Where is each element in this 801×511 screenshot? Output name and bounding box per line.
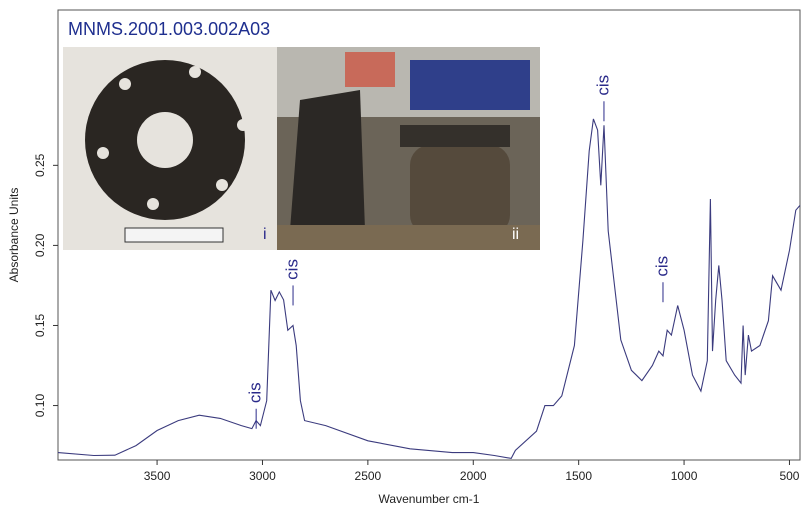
x-tick-label: 2500 [355, 469, 382, 483]
annotation: cis [652, 256, 671, 277]
x-tick-label: 500 [779, 469, 799, 483]
x-tick-label: 1500 [565, 469, 592, 483]
plot-frame [57, 9, 801, 461]
x-tick-label: 3000 [249, 469, 276, 483]
chart-title: MNMS.2001.003.002A03 [68, 19, 270, 39]
spectrum-line [57, 118, 801, 460]
photo-i [63, 47, 277, 250]
photo-ii [277, 47, 540, 250]
annotation: cis [283, 259, 302, 280]
y-tick-label: 0.15 [33, 313, 47, 337]
panel-label: ii [512, 226, 519, 243]
y-axis-label: Absorbance Units [7, 188, 21, 283]
panel-label: i [263, 226, 267, 243]
y-tick-label: 0.25 [33, 153, 47, 177]
x-tick-label: 2000 [460, 469, 487, 483]
x-axis-label: Wavenumber cm-1 [379, 492, 480, 506]
y-tick-label: 0.10 [33, 394, 47, 418]
annotation: cis [593, 75, 612, 96]
annotation: cis [246, 382, 265, 403]
y-tick-label: 0.20 [33, 233, 47, 257]
x-tick-label: 1000 [671, 469, 698, 483]
x-tick-label: 3500 [144, 469, 171, 483]
